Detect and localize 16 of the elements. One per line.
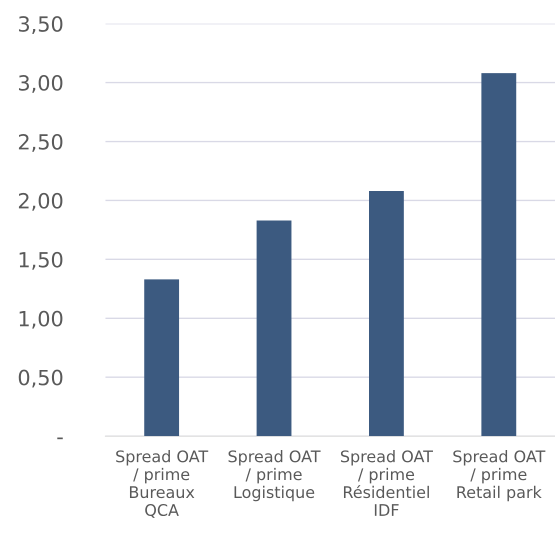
y-tick-label: 1,00 <box>20 310 62 329</box>
y-tick-label: 0,50 <box>18 370 62 388</box>
x-tick-label: Spread OAT / prime Retail park <box>453 450 546 502</box>
y-tick-label: 1,50 <box>20 252 62 270</box>
y-tick-label: 2,50 <box>18 134 62 152</box>
x-tick-label: Spread OAT / prime Résidentiel IDF <box>340 450 433 516</box>
bar <box>256 220 292 436</box>
bar <box>481 73 516 436</box>
y-tick-label: 3,50 <box>18 16 62 34</box>
y-tick-label: 3,00 <box>18 75 62 93</box>
x-tick-label: Spread OAT / prime Logistique <box>228 450 321 502</box>
x-tick-label: Spread OAT / prime Bureaux QCA <box>116 450 208 518</box>
y-tick-label: 2,00 <box>18 192 62 211</box>
bar <box>144 279 180 436</box>
y-tick-label: - <box>57 438 63 440</box>
bar <box>369 191 404 436</box>
